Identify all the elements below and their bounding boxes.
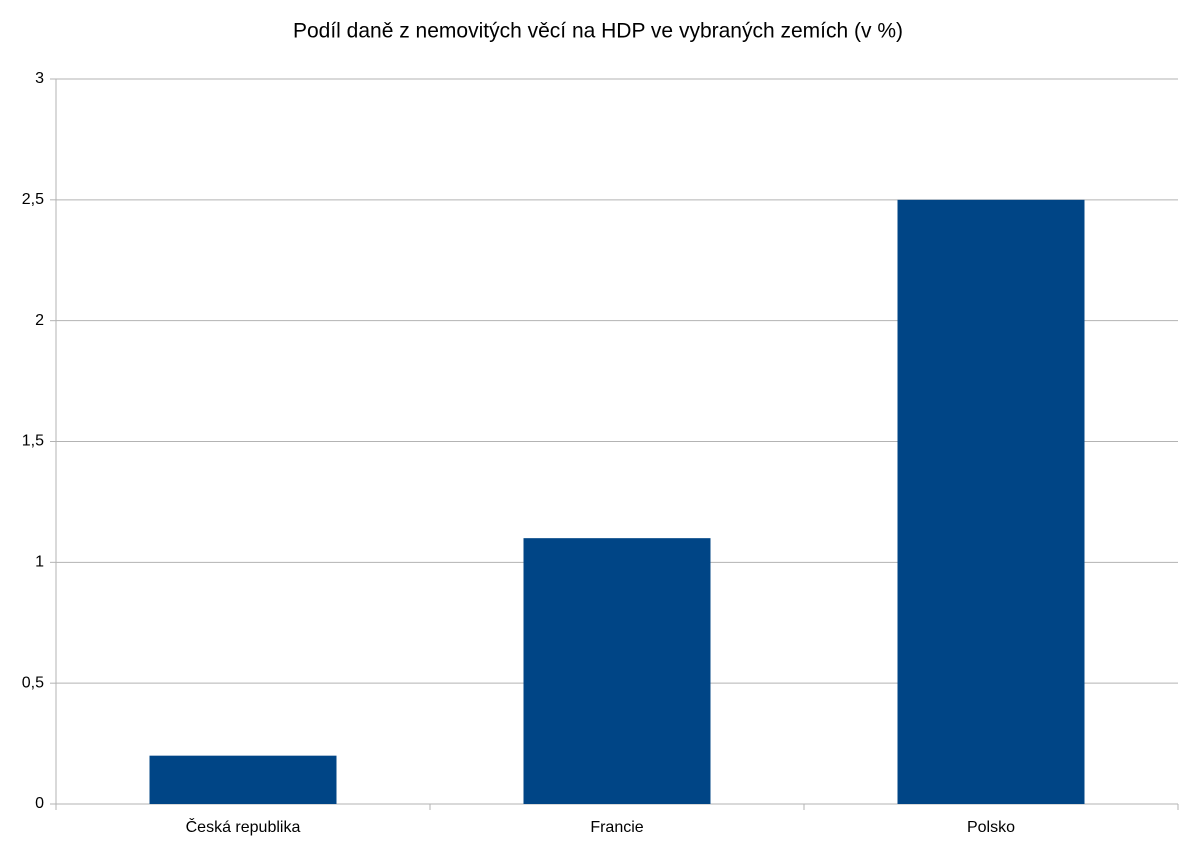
y-tick-label: 3	[35, 70, 44, 87]
bar	[897, 199, 1085, 805]
y-tick-label: 1	[35, 554, 44, 571]
y-tick-label: 0,5	[22, 674, 44, 691]
chart-title: Podíl daně z nemovitých věcí na HDP ve v…	[293, 20, 903, 43]
y-tick-label: 2,5	[22, 191, 44, 208]
x-tick-label: Česká republika	[186, 817, 301, 836]
y-tick-label: 1,5	[22, 433, 44, 450]
bar	[149, 755, 337, 804]
bar	[523, 538, 711, 804]
y-tick-label: 2	[35, 312, 44, 329]
x-tick-label: Francie	[590, 819, 643, 836]
x-tick-label: Polsko	[967, 819, 1015, 836]
y-tick-label: 0	[35, 795, 44, 812]
